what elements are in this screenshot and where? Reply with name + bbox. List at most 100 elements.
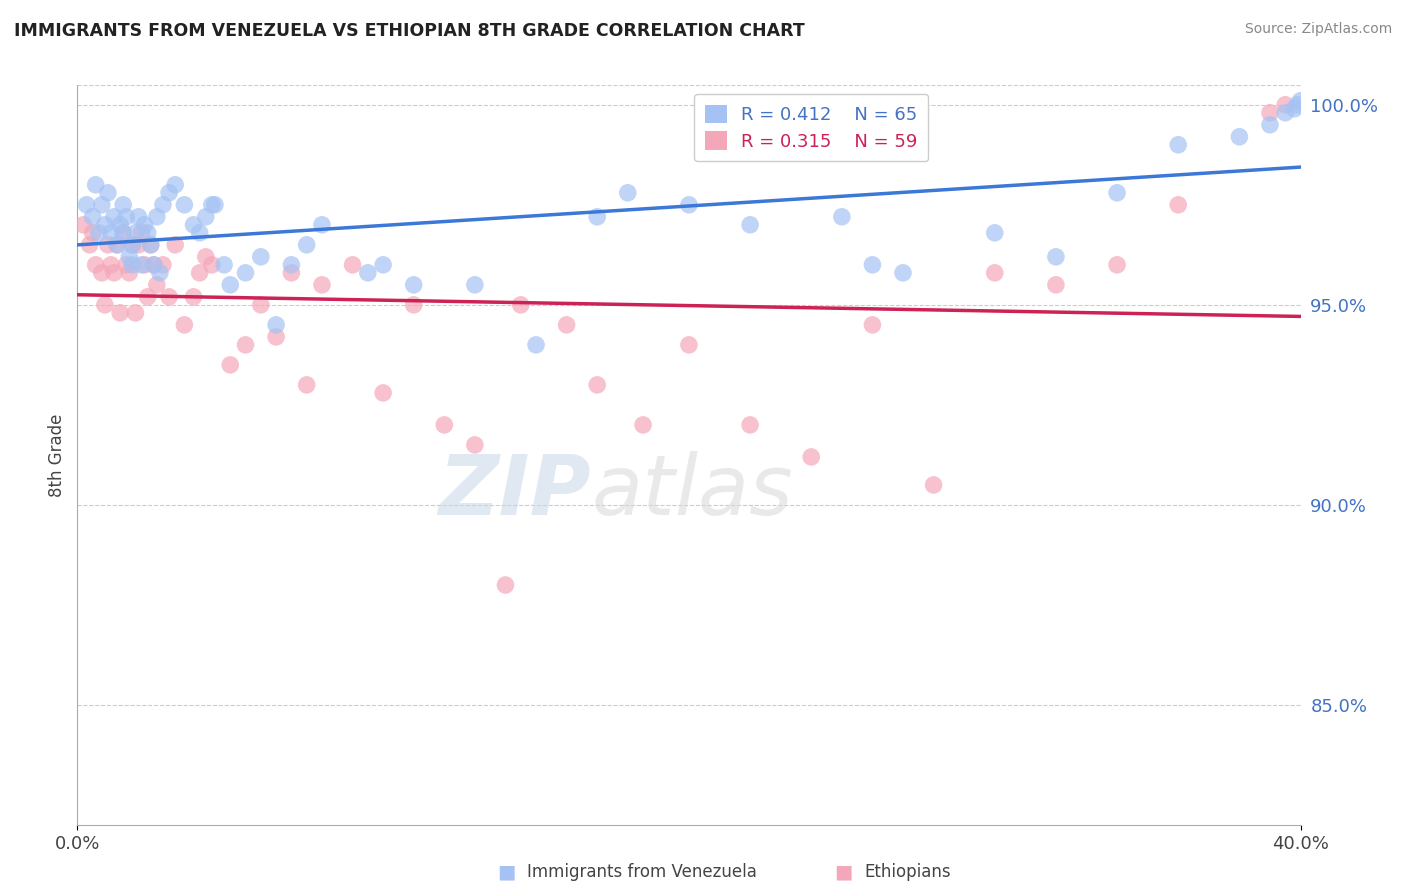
Point bbox=[115, 210, 138, 224]
Point bbox=[264, 330, 287, 344]
Point bbox=[134, 218, 156, 232]
Point bbox=[142, 258, 165, 272]
Point bbox=[112, 226, 135, 240]
Point bbox=[165, 178, 187, 192]
Point bbox=[631, 417, 654, 432]
Point bbox=[87, 226, 110, 240]
Point bbox=[112, 198, 135, 212]
Point bbox=[97, 186, 120, 200]
Point bbox=[188, 226, 211, 240]
Point bbox=[464, 277, 486, 292]
Point bbox=[371, 258, 394, 272]
Point bbox=[1289, 94, 1312, 108]
Point bbox=[194, 250, 217, 264]
Point bbox=[891, 266, 914, 280]
Point bbox=[402, 298, 425, 312]
Point bbox=[235, 266, 257, 280]
Point bbox=[194, 210, 217, 224]
Point bbox=[862, 318, 884, 332]
Point bbox=[127, 237, 149, 252]
Point bbox=[250, 250, 273, 264]
Point bbox=[157, 186, 180, 200]
Point bbox=[740, 417, 762, 432]
Text: atlas: atlas bbox=[591, 451, 793, 533]
Point bbox=[1274, 105, 1296, 120]
Point bbox=[586, 210, 609, 224]
Point bbox=[79, 237, 101, 252]
Point bbox=[1107, 186, 1129, 200]
Point bbox=[131, 258, 153, 272]
Point bbox=[139, 237, 162, 252]
Point bbox=[142, 258, 165, 272]
Point bbox=[1258, 105, 1281, 120]
Point bbox=[94, 298, 117, 312]
Point bbox=[922, 478, 945, 492]
Point bbox=[124, 306, 146, 320]
Point bbox=[105, 237, 128, 252]
Point bbox=[1258, 118, 1281, 132]
Point bbox=[201, 258, 224, 272]
Point bbox=[264, 318, 287, 332]
Point bbox=[127, 210, 149, 224]
Point bbox=[131, 226, 153, 240]
Point bbox=[555, 318, 578, 332]
Legend: R = 0.412    N = 65, R = 0.315    N = 59: R = 0.412 N = 65, R = 0.315 N = 59 bbox=[695, 94, 928, 161]
Point bbox=[149, 266, 172, 280]
Point bbox=[152, 258, 174, 272]
Point bbox=[183, 218, 205, 232]
Point bbox=[219, 277, 242, 292]
Point bbox=[831, 210, 853, 224]
Point bbox=[204, 198, 226, 212]
Point bbox=[295, 237, 318, 252]
Text: Ethiopians: Ethiopians bbox=[865, 863, 952, 881]
Point bbox=[678, 338, 700, 352]
Point bbox=[146, 277, 169, 292]
Point bbox=[82, 210, 104, 224]
Point bbox=[509, 298, 531, 312]
Point bbox=[124, 226, 146, 240]
Point bbox=[103, 266, 125, 280]
Point bbox=[1274, 97, 1296, 112]
Point bbox=[173, 318, 195, 332]
Point bbox=[112, 226, 135, 240]
Point bbox=[84, 178, 107, 192]
Point bbox=[280, 258, 302, 272]
Point bbox=[1286, 97, 1309, 112]
Point bbox=[118, 250, 141, 264]
Point bbox=[495, 578, 517, 592]
Point bbox=[157, 290, 180, 304]
Point bbox=[105, 237, 128, 252]
Point bbox=[800, 450, 823, 464]
Point bbox=[464, 438, 486, 452]
Point bbox=[121, 237, 143, 252]
Point bbox=[678, 198, 700, 212]
Point bbox=[740, 218, 762, 232]
Point bbox=[100, 258, 122, 272]
Point bbox=[100, 226, 122, 240]
Point bbox=[433, 417, 456, 432]
Point bbox=[103, 210, 125, 224]
Point bbox=[311, 218, 333, 232]
Point bbox=[136, 290, 159, 304]
Point bbox=[617, 186, 640, 200]
Point bbox=[357, 266, 380, 280]
Point bbox=[139, 237, 162, 252]
Point bbox=[342, 258, 364, 272]
Point bbox=[586, 377, 609, 392]
Point bbox=[1167, 198, 1189, 212]
Text: ■: ■ bbox=[834, 863, 853, 881]
Point bbox=[121, 258, 143, 272]
Point bbox=[295, 377, 318, 392]
Point bbox=[173, 198, 195, 212]
Point bbox=[280, 266, 302, 280]
Point bbox=[250, 298, 273, 312]
Point bbox=[1229, 129, 1251, 144]
Point bbox=[1107, 258, 1129, 272]
Point bbox=[152, 198, 174, 212]
Point bbox=[82, 226, 104, 240]
Y-axis label: 8th Grade: 8th Grade bbox=[48, 413, 66, 497]
Point bbox=[115, 258, 138, 272]
Point bbox=[212, 258, 235, 272]
Point bbox=[118, 266, 141, 280]
Text: IMMIGRANTS FROM VENEZUELA VS ETHIOPIAN 8TH GRADE CORRELATION CHART: IMMIGRANTS FROM VENEZUELA VS ETHIOPIAN 8… bbox=[14, 22, 804, 40]
